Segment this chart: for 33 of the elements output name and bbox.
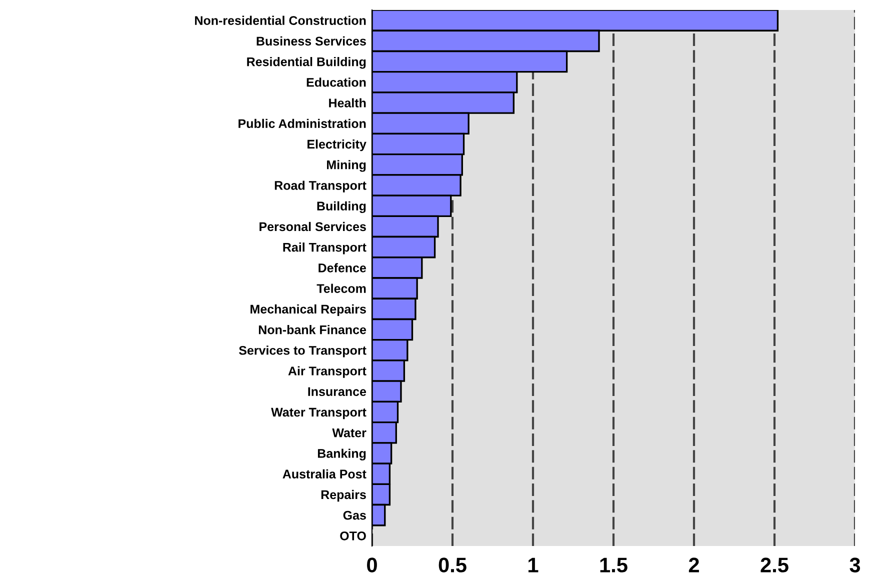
y-tick-label: Australia Post (282, 469, 366, 478)
y-tick-label: Residential Building (247, 57, 366, 69)
x-tick-label: 0.5 (438, 558, 466, 572)
y-tick-label: Gas (343, 510, 366, 520)
y-tick-label: Repairs (321, 490, 366, 502)
y-tick-label: OTO (340, 531, 366, 540)
y-tick-label: Mining (327, 160, 366, 172)
y-tick-label: Road Transport (274, 180, 366, 192)
y-tick-label: Electricity (308, 139, 366, 152)
y-tick-label: Personal Services (260, 222, 366, 232)
y-tick-label: Rail Transport (283, 242, 366, 254)
x-tick-label: 3 (850, 558, 860, 572)
y-tick-label: Mechanical Repairs (250, 304, 366, 316)
x-tick-label: 2 (688, 558, 699, 572)
y-tick-label: Defence (318, 263, 366, 272)
y-tick-label: Building (317, 201, 366, 214)
y-tick-label: Public Administration (238, 118, 366, 128)
y-tick-label: Air Transport (288, 366, 366, 378)
x-tick-label: 2.5 (760, 558, 788, 572)
y-tick-label: Education (306, 78, 366, 87)
y-tick-label: Water (332, 428, 366, 438)
y-tick-label: Banking (318, 448, 366, 460)
x-tick-label: 0 (367, 558, 377, 572)
y-tick-label: Services to Transport (238, 346, 366, 358)
y-tick-label: Health (329, 98, 366, 108)
x-tick-label: 1.5 (600, 558, 628, 572)
y-tick-label: Business Services (256, 36, 366, 46)
y-tick-label: Insurance (308, 387, 366, 396)
y-tick-label: Water Transport (271, 408, 366, 420)
y-tick-label: Non-residential Construction (195, 16, 366, 25)
y-tick-label: Non-bank Finance (258, 325, 366, 334)
x-tick-label: 1 (528, 558, 538, 572)
y-tick-label: Telecom (316, 284, 366, 293)
